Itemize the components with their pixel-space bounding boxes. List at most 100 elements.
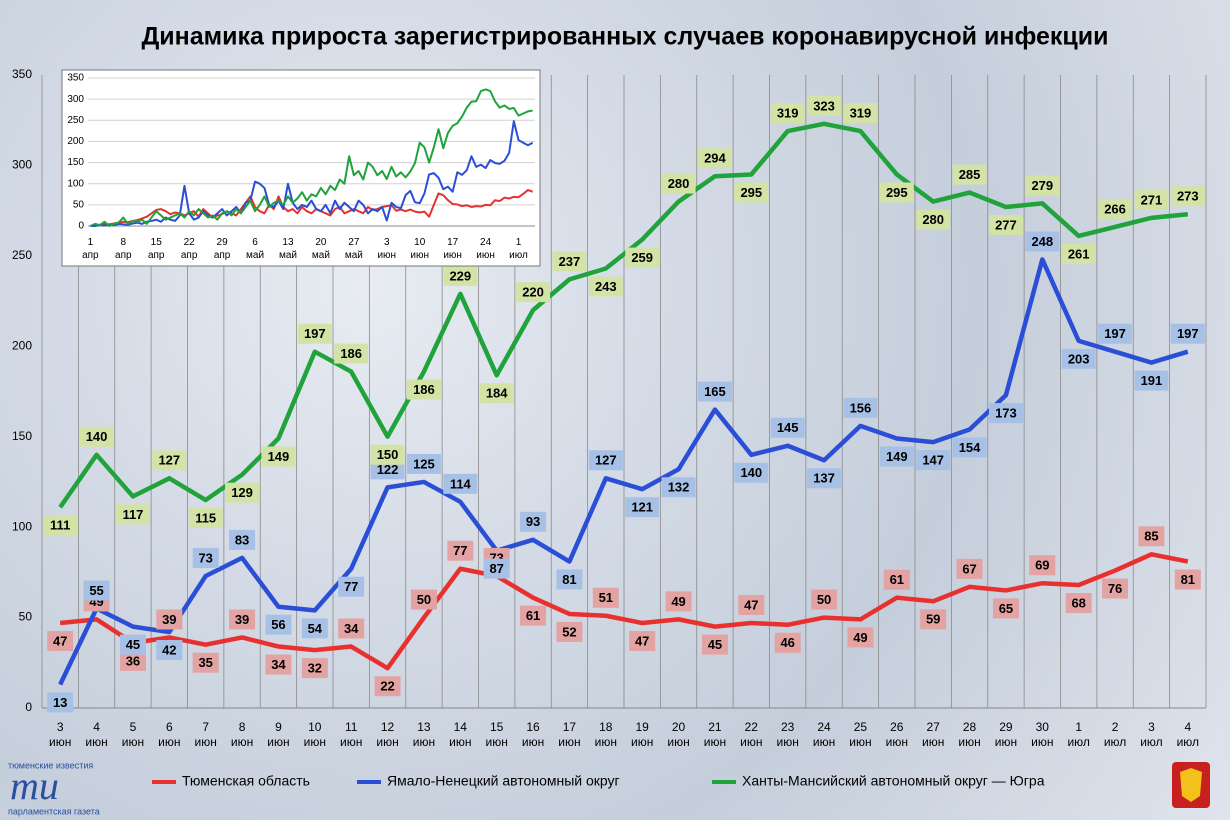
x-tick-label: 27 июн [922,720,944,749]
value-label: 125 [413,456,435,471]
logo-top: тюменские известия [8,760,93,770]
value-label: 137 [813,471,835,486]
value-label: 59 [926,612,940,627]
value-label: 220 [522,285,544,300]
value-label: 73 [198,550,212,565]
value-label-box [1029,555,1056,576]
value-label-box [297,323,332,344]
value-label-box [370,444,405,465]
x-tick-label: 3 июл [1140,720,1162,749]
value-label: 47 [744,597,758,612]
value-label: 111 [50,518,70,533]
value-label: 277 [995,217,1017,232]
x-tick-label: 16 июн [522,720,544,749]
value-label: 140 [740,465,762,480]
value-label: 52 [562,624,576,639]
x-tick-label: 27 май [345,237,363,261]
y-tick-label: 0 [25,700,32,714]
value-label: 56 [271,617,285,632]
y-tick-label: 100 [12,519,32,533]
value-label-box [479,383,514,404]
x-tick-label: 11 июн [340,720,362,749]
emblem-eagle [1180,768,1202,802]
value-label-box [988,403,1023,424]
logo-bottom: парламентская газета [8,806,100,816]
value-label-box [301,658,328,679]
x-tick-label: 23 июн [777,720,799,749]
value-label: 186 [340,346,362,361]
y-tick-label: 250 [67,115,84,126]
value-label: 47 [635,633,649,648]
value-label-box [1061,243,1096,264]
value-label: 61 [526,608,540,623]
value-label: 54 [308,621,323,636]
value-label: 51 [599,590,613,605]
value-label-box [625,247,660,268]
x-tick-label: 22 июн [740,720,762,749]
value-label: 197 [1177,326,1199,341]
value-label: 271 [1141,192,1163,207]
value-label: 203 [1068,351,1090,366]
y-tick-label: 350 [67,73,84,84]
value-label: 140 [86,429,108,444]
x-tick-label: 24 июн [813,720,835,749]
value-label-box [1025,175,1060,196]
value-label: 65 [999,601,1013,616]
value-label-box [738,594,765,615]
x-tick-label: 6 июн [158,720,180,749]
value-label: 47 [53,633,67,648]
value-label: 184 [486,386,508,401]
value-label-box [406,453,441,474]
series-line [89,88,533,227]
value-label-box [520,511,547,532]
value-label-box [1098,323,1133,344]
x-tick-label: 22 апр [181,237,198,261]
value-label: 77 [344,579,358,594]
value-label-box [261,446,296,467]
value-label: 45 [126,637,140,652]
value-label-box [1098,198,1133,219]
value-label-box [301,618,328,639]
value-label: 46 [780,635,794,650]
value-label: 22 [380,679,394,694]
value-label: 35 [198,655,212,670]
value-label: 280 [922,212,944,227]
plot: 0 50 100 150 200 250 300 350 1 апр 8 апр 15 апр 22 апр 2… [61,69,541,267]
x-tick-label: 18 июн [595,720,617,749]
value-label-box [807,95,842,116]
value-label: 61 [890,572,904,587]
y-tick-label: 350 [12,67,32,81]
value-label-box [879,446,914,467]
y-tick-label: 300 [67,94,84,105]
x-tick-label: 10 июн [410,237,429,261]
value-label-box [883,569,910,590]
value-label: 191 [1141,373,1163,388]
value-label: 45 [708,637,722,652]
value-label-box [338,618,365,639]
value-label-box [115,504,150,525]
value-label: 93 [526,514,540,529]
value-label: 117 [122,507,143,522]
value-label-box [229,529,256,550]
value-label: 132 [668,480,690,495]
value-label: 280 [668,176,690,191]
value-label: 248 [1031,234,1053,249]
y-tick-label: 200 [67,136,84,147]
value-label-box [592,587,619,608]
value-label-box [265,614,292,635]
value-label: 39 [162,612,176,627]
y-tick-label: 50 [73,199,85,210]
value-label: 279 [1031,178,1053,193]
value-label-box [665,591,692,612]
series-line [58,257,1189,686]
legend-label: Ямало-Ненецкий автономный округ [387,773,620,789]
emblem [1172,762,1210,808]
value-label-box [406,379,441,400]
value-label-box [156,640,183,661]
value-label-box [879,182,914,203]
x-tick-label: 19 июн [631,720,653,749]
value-label-box [1174,569,1201,590]
value-label-box [516,282,551,303]
value-label-box [952,437,987,458]
value-label-box [843,103,878,124]
